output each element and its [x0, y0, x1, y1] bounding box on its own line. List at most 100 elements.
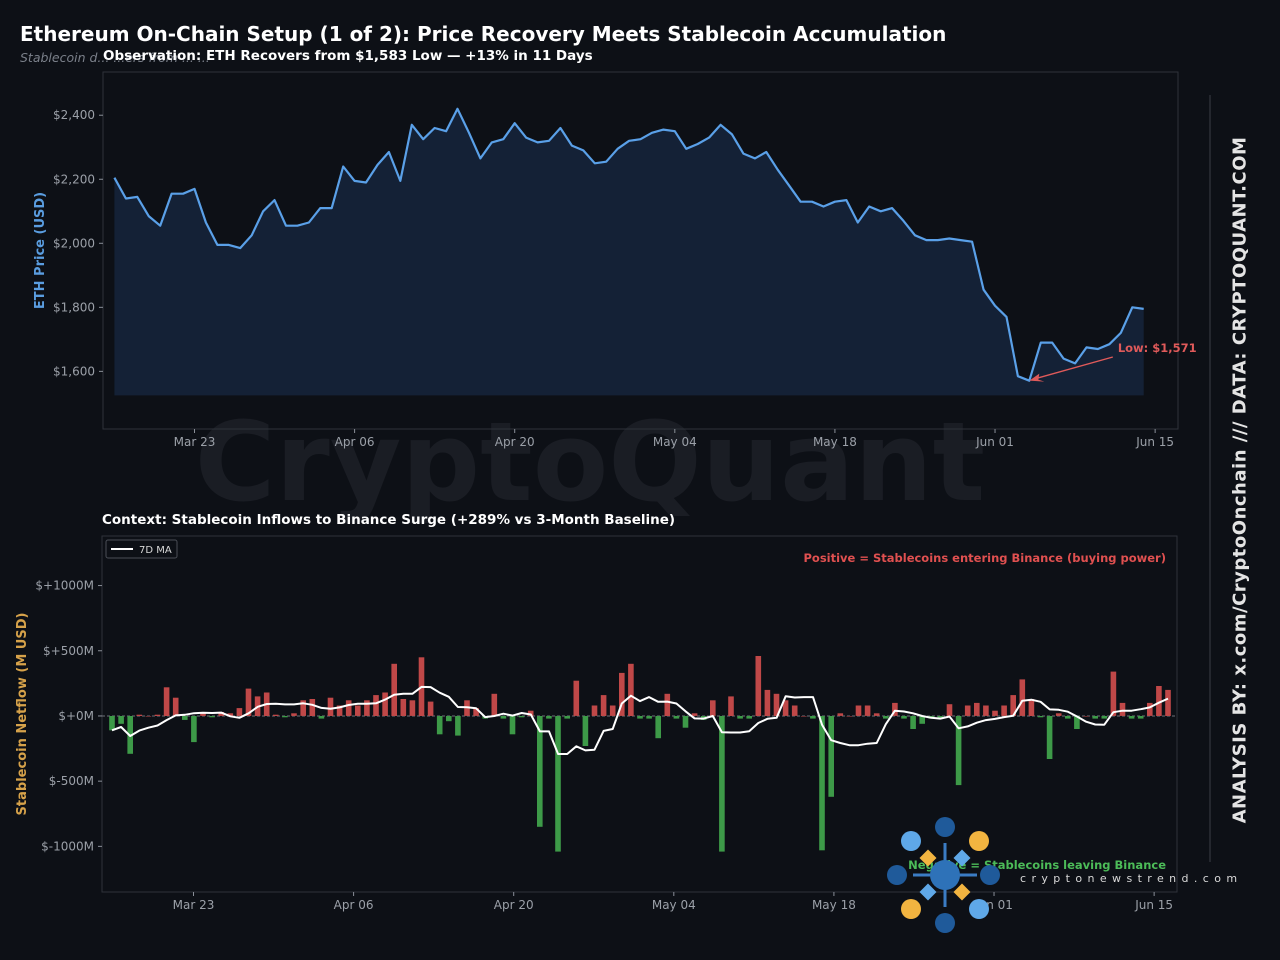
- inflow-bar: [1019, 679, 1026, 716]
- inflow-bar: [691, 713, 698, 716]
- inflow-bar: [236, 708, 243, 716]
- inflow-bar: [245, 688, 252, 716]
- inflow-bar: [400, 699, 407, 716]
- plot-frame: [102, 71, 1179, 430]
- outflow-bar: [318, 716, 325, 719]
- x-tick-label: Apr 06: [334, 898, 374, 912]
- price-chart: $2,400 $2,200 $2,000 $1,800 $1,600 Mar 23 Apr …: [33, 71, 1197, 449]
- inflow-bar: [327, 697, 334, 716]
- y-axis-label: ETH Price (USD): [33, 192, 48, 309]
- outflow-bar: [209, 716, 215, 718]
- outflow-bar: [937, 716, 944, 719]
- outflow-bar: [637, 716, 643, 719]
- inflow-bar: [873, 713, 880, 716]
- inflow-bar: [227, 713, 234, 716]
- brand-logo-icon: [887, 817, 1000, 933]
- outflow-bar: [446, 716, 452, 722]
- outflow-bar: [582, 716, 589, 746]
- inflow-bar: [136, 714, 143, 716]
- inflow-bar: [309, 699, 316, 716]
- negative-note: Negative = Stablecoins leaving Binance: [908, 858, 1166, 872]
- inflow-bar: [1055, 713, 1062, 716]
- outflow-bar: [746, 716, 752, 719]
- outflow-bar: [828, 716, 834, 797]
- legend-box: [105, 539, 178, 559]
- outflow-bar: [955, 716, 962, 786]
- inflow-bar: [409, 700, 416, 716]
- logo-dot: [935, 913, 955, 933]
- inflow-bar: [801, 716, 807, 717]
- inflow-bar: [382, 692, 388, 716]
- inflow-bar: [200, 712, 206, 716]
- inflow-bar: [755, 656, 762, 716]
- outflow-bar: [646, 716, 652, 719]
- netflow-chart-title: Context: Stablecoin Inflows to Binance S…: [102, 512, 676, 528]
- inflow-bar: [1010, 695, 1016, 716]
- inflow-bar: [172, 697, 179, 716]
- logo-dot: [901, 899, 921, 919]
- outflow-bar: [282, 716, 288, 718]
- outflow-bar: [455, 716, 461, 736]
- inflow-bar: [355, 705, 361, 716]
- inflow-bar: [600, 695, 607, 716]
- outflow-bar: [518, 716, 525, 718]
- x-tick-label: Apr 20: [495, 435, 535, 449]
- y-tick-label: $2,000: [53, 236, 95, 250]
- outflow-bar: [910, 716, 916, 729]
- outflow-bar: [883, 716, 889, 719]
- inflow-bar: [300, 700, 306, 716]
- outflow-bar: [109, 716, 115, 731]
- moving-average-line: [111, 685, 1169, 755]
- x-tick-label: Mar 23: [173, 898, 215, 912]
- inflow-bar: [373, 695, 379, 716]
- inflow-bar: [974, 702, 980, 716]
- outflow-bar: [191, 716, 197, 743]
- outflow-bar: [1128, 716, 1135, 719]
- inflow-bar: [664, 693, 671, 716]
- inflow-bar: [892, 702, 898, 716]
- inflow-bar: [864, 705, 871, 716]
- outflow-bar: [500, 716, 507, 719]
- inflow-bar: [983, 705, 989, 716]
- outflow-bar: [555, 716, 561, 852]
- x-tick-label: May 04: [653, 435, 697, 449]
- low-arrow-line: [1035, 356, 1114, 380]
- inflow-bar: [473, 708, 479, 716]
- outflow-bar: [737, 716, 743, 719]
- inflow-bar: [855, 705, 862, 716]
- logo-diamond: [953, 883, 971, 901]
- logo-dot: [969, 899, 989, 919]
- x-tick-label: May 18: [812, 898, 856, 912]
- low-annotation-label: Low: $1,571: [1118, 341, 1197, 355]
- outflow-bar: [719, 716, 725, 852]
- outflow-bar: [182, 716, 188, 720]
- inflow-bar: [1147, 702, 1153, 716]
- inflow-bar: [1083, 716, 1089, 717]
- inflow-bar: [992, 710, 998, 716]
- plot-frame: [101, 535, 1178, 893]
- side-credit: ANALYSIS BY: x.com/CryptoOnchain /// DAT…: [1229, 136, 1251, 824]
- outflow-bar: [1092, 716, 1098, 719]
- positive-note: Positive = Stablecoins entering Binance …: [803, 551, 1166, 565]
- outflow-bar: [546, 716, 552, 719]
- price-chart-title: Observation: ETH Recovers from $1,583 Lo…: [103, 48, 593, 64]
- inflow-bar: [218, 712, 224, 716]
- watermark: CryptoQuant: [195, 398, 986, 526]
- inflow-bar: [154, 714, 161, 716]
- logo-dot: [887, 865, 907, 885]
- y-tick-label: $-1000M: [41, 839, 94, 853]
- inflow-bar: [946, 704, 953, 716]
- y-tick-label: $2,400: [53, 108, 95, 122]
- inflow-bar: [527, 710, 534, 716]
- inflow-bar: [1119, 702, 1126, 716]
- inflow-bar: [1110, 671, 1117, 716]
- inflow-bar: [427, 701, 434, 716]
- x-tick-label: Jun 15: [1134, 898, 1173, 912]
- x-tick-label: May 04: [652, 898, 696, 912]
- inflow-bar: [145, 716, 152, 717]
- inflow-bar: [773, 693, 780, 716]
- y-tick-label: $1,800: [53, 300, 95, 314]
- brand-name: cryptonewstrend.com: [1020, 872, 1243, 885]
- inflow-bar: [846, 716, 853, 717]
- logo-diamond: [919, 849, 937, 867]
